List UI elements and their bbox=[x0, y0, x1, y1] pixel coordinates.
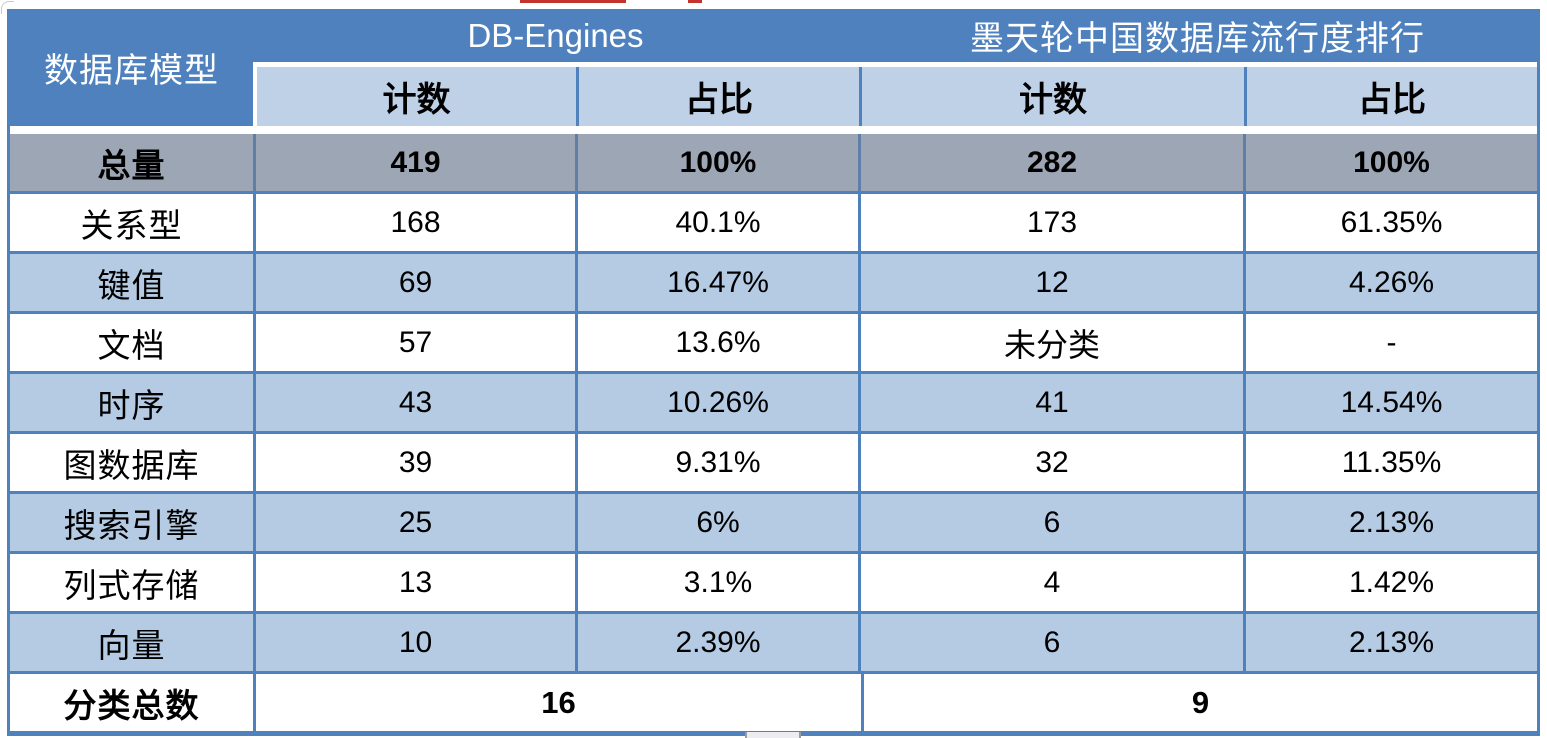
db-percent-cell: 100% bbox=[575, 134, 858, 191]
mt-percent-cell: 2.13% bbox=[1243, 494, 1537, 551]
db-count-cell: 419 bbox=[253, 134, 575, 191]
table-row: 键值 69 16.47% 12 4.26% bbox=[10, 251, 1537, 311]
mt-count-cell: 282 bbox=[858, 134, 1243, 191]
group-header-motianlun: 墨天轮中国数据库流行度排行 bbox=[970, 21, 1425, 58]
mt-count-cell: 未分类 bbox=[858, 314, 1243, 371]
db-percent-cell: 13.6% bbox=[575, 314, 858, 371]
row-label: 总量 bbox=[97, 148, 166, 185]
cropped-red-text-artifact bbox=[688, 0, 702, 3]
table-header: 数据库模型 DB-Engines 墨天轮中国数据库流行度排行 计数 占比 计数 … bbox=[10, 9, 1537, 126]
db-count-cell: 43 bbox=[253, 374, 575, 431]
row-label: 关系型 bbox=[80, 208, 183, 245]
group-header-row: DB-Engines 墨天轮中国数据库流行度排行 bbox=[253, 9, 1537, 62]
mt-count-cell: 173 bbox=[858, 194, 1243, 251]
db-count-cell: 57 bbox=[253, 314, 575, 371]
scrollbar-fragment-artifact bbox=[745, 732, 801, 738]
table-row-total: 总量 419 100% 282 100% bbox=[10, 134, 1537, 191]
group-header-db-engines: DB-Engines bbox=[467, 16, 644, 54]
db-percent-cell: 6% bbox=[575, 494, 858, 551]
row-label: 文档 bbox=[97, 328, 166, 365]
mt-count-cell: 6 bbox=[858, 494, 1243, 551]
mt-percent-cell: 11.35% bbox=[1243, 434, 1537, 491]
mt-percent-cell: 1.42% bbox=[1243, 554, 1537, 611]
footer-label: 分类总数 bbox=[63, 688, 200, 725]
corner-header-cell: 数据库模型 bbox=[10, 9, 253, 126]
mt-percent-cell: 61.35% bbox=[1243, 194, 1537, 251]
mt-percent-cell: 100% bbox=[1243, 134, 1537, 191]
row-label: 列式存储 bbox=[63, 568, 200, 605]
db-count-cell: 69 bbox=[253, 254, 575, 311]
table-row: 时序 43 10.26% 41 14.54% bbox=[10, 371, 1537, 431]
mt-percent-cell: - bbox=[1243, 314, 1537, 371]
mt-percent-cell: 14.54% bbox=[1243, 374, 1537, 431]
rounded-corner-artifact bbox=[1, 1, 14, 14]
table-footer-row: 分类总数 16 9 bbox=[10, 671, 1537, 731]
table-row: 向量 10 2.39% 6 2.13% bbox=[10, 611, 1537, 671]
subheader-mt-count: 计数 bbox=[859, 67, 1244, 126]
mt-count-cell: 6 bbox=[858, 614, 1243, 671]
db-percent-cell: 40.1% bbox=[575, 194, 858, 251]
db-percent-cell: 2.39% bbox=[575, 614, 858, 671]
header-gap bbox=[253, 62, 1537, 67]
table-row: 关系型 168 40.1% 173 61.35% bbox=[10, 191, 1537, 251]
row-label: 时序 bbox=[97, 388, 166, 425]
db-percent-cell: 3.1% bbox=[575, 554, 858, 611]
db-percent-cell: 10.26% bbox=[575, 374, 858, 431]
subheader-row: 计数 占比 计数 占比 bbox=[253, 67, 1537, 126]
mt-percent-cell: 4.26% bbox=[1243, 254, 1537, 311]
comparison-table: 数据库模型 DB-Engines 墨天轮中国数据库流行度排行 计数 占比 计数 … bbox=[7, 9, 1540, 736]
db-count-cell: 25 bbox=[253, 494, 575, 551]
row-label: 图数据库 bbox=[63, 448, 200, 485]
table-row: 列式存储 13 3.1% 4 1.42% bbox=[10, 551, 1537, 611]
db-percent-cell: 9.31% bbox=[575, 434, 858, 491]
table-row: 搜索引擎 25 6% 6 2.13% bbox=[10, 491, 1537, 551]
header-right-block: DB-Engines 墨天轮中国数据库流行度排行 计数 占比 计数 占比 bbox=[253, 9, 1537, 126]
table-row: 图数据库 39 9.31% 32 11.35% bbox=[10, 431, 1537, 491]
db-count-cell: 13 bbox=[253, 554, 575, 611]
row-label: 搜索引擎 bbox=[63, 508, 200, 545]
mt-count-cell: 12 bbox=[858, 254, 1243, 311]
subheader-mt-percent: 占比 bbox=[1244, 67, 1537, 126]
db-count-cell: 10 bbox=[253, 614, 575, 671]
db-count-cell: 168 bbox=[253, 194, 575, 251]
db-engines-category-total: 16 bbox=[253, 674, 861, 731]
mt-count-cell: 32 bbox=[858, 434, 1243, 491]
mt-percent-cell: 2.13% bbox=[1243, 614, 1537, 671]
db-percent-cell: 16.47% bbox=[575, 254, 858, 311]
table-row: 文档 57 13.6% 未分类 - bbox=[10, 311, 1537, 371]
mt-count-cell: 4 bbox=[858, 554, 1243, 611]
motianlun-category-total: 9 bbox=[861, 674, 1537, 731]
subheader-db-percent: 占比 bbox=[576, 67, 859, 126]
subheader-db-count: 计数 bbox=[257, 67, 576, 126]
cropped-red-text-artifact bbox=[520, 0, 626, 3]
header-body-gap bbox=[10, 126, 1537, 134]
row-label: 向量 bbox=[97, 628, 166, 665]
db-count-cell: 39 bbox=[253, 434, 575, 491]
row-label: 键值 bbox=[97, 268, 166, 305]
mt-count-cell: 41 bbox=[858, 374, 1243, 431]
